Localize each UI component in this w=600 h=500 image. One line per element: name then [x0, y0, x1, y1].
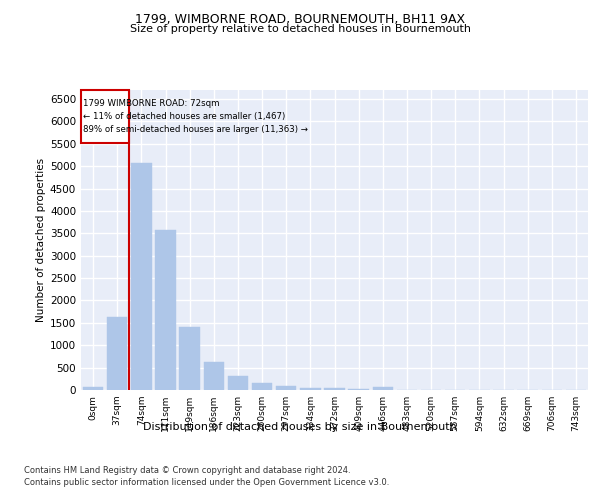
Bar	[276, 386, 296, 390]
Y-axis label: Number of detached properties: Number of detached properties	[36, 158, 46, 322]
Bar	[203, 362, 224, 390]
Text: 1799, WIMBORNE ROAD, BOURNEMOUTH, BH11 9AX: 1799, WIMBORNE ROAD, BOURNEMOUTH, BH11 9…	[135, 12, 465, 26]
FancyBboxPatch shape	[81, 90, 129, 143]
Bar	[252, 384, 272, 390]
Bar	[155, 230, 176, 390]
Bar	[324, 388, 345, 390]
Bar	[227, 376, 248, 390]
Bar	[83, 386, 103, 390]
Text: Contains public sector information licensed under the Open Government Licence v3: Contains public sector information licen…	[24, 478, 389, 487]
Bar	[131, 162, 152, 390]
Text: Distribution of detached houses by size in Bournemouth: Distribution of detached houses by size …	[143, 422, 457, 432]
Bar	[349, 388, 369, 390]
Bar	[107, 318, 127, 390]
Text: 1799 WIMBORNE ROAD: 72sqm
← 11% of detached houses are smaller (1,467)
89% of se: 1799 WIMBORNE ROAD: 72sqm ← 11% of detac…	[83, 98, 308, 134]
Bar	[179, 328, 200, 390]
Text: Contains HM Land Registry data © Crown copyright and database right 2024.: Contains HM Land Registry data © Crown c…	[24, 466, 350, 475]
Text: Size of property relative to detached houses in Bournemouth: Size of property relative to detached ho…	[130, 24, 470, 34]
Bar	[300, 388, 320, 390]
Bar	[373, 388, 393, 390]
